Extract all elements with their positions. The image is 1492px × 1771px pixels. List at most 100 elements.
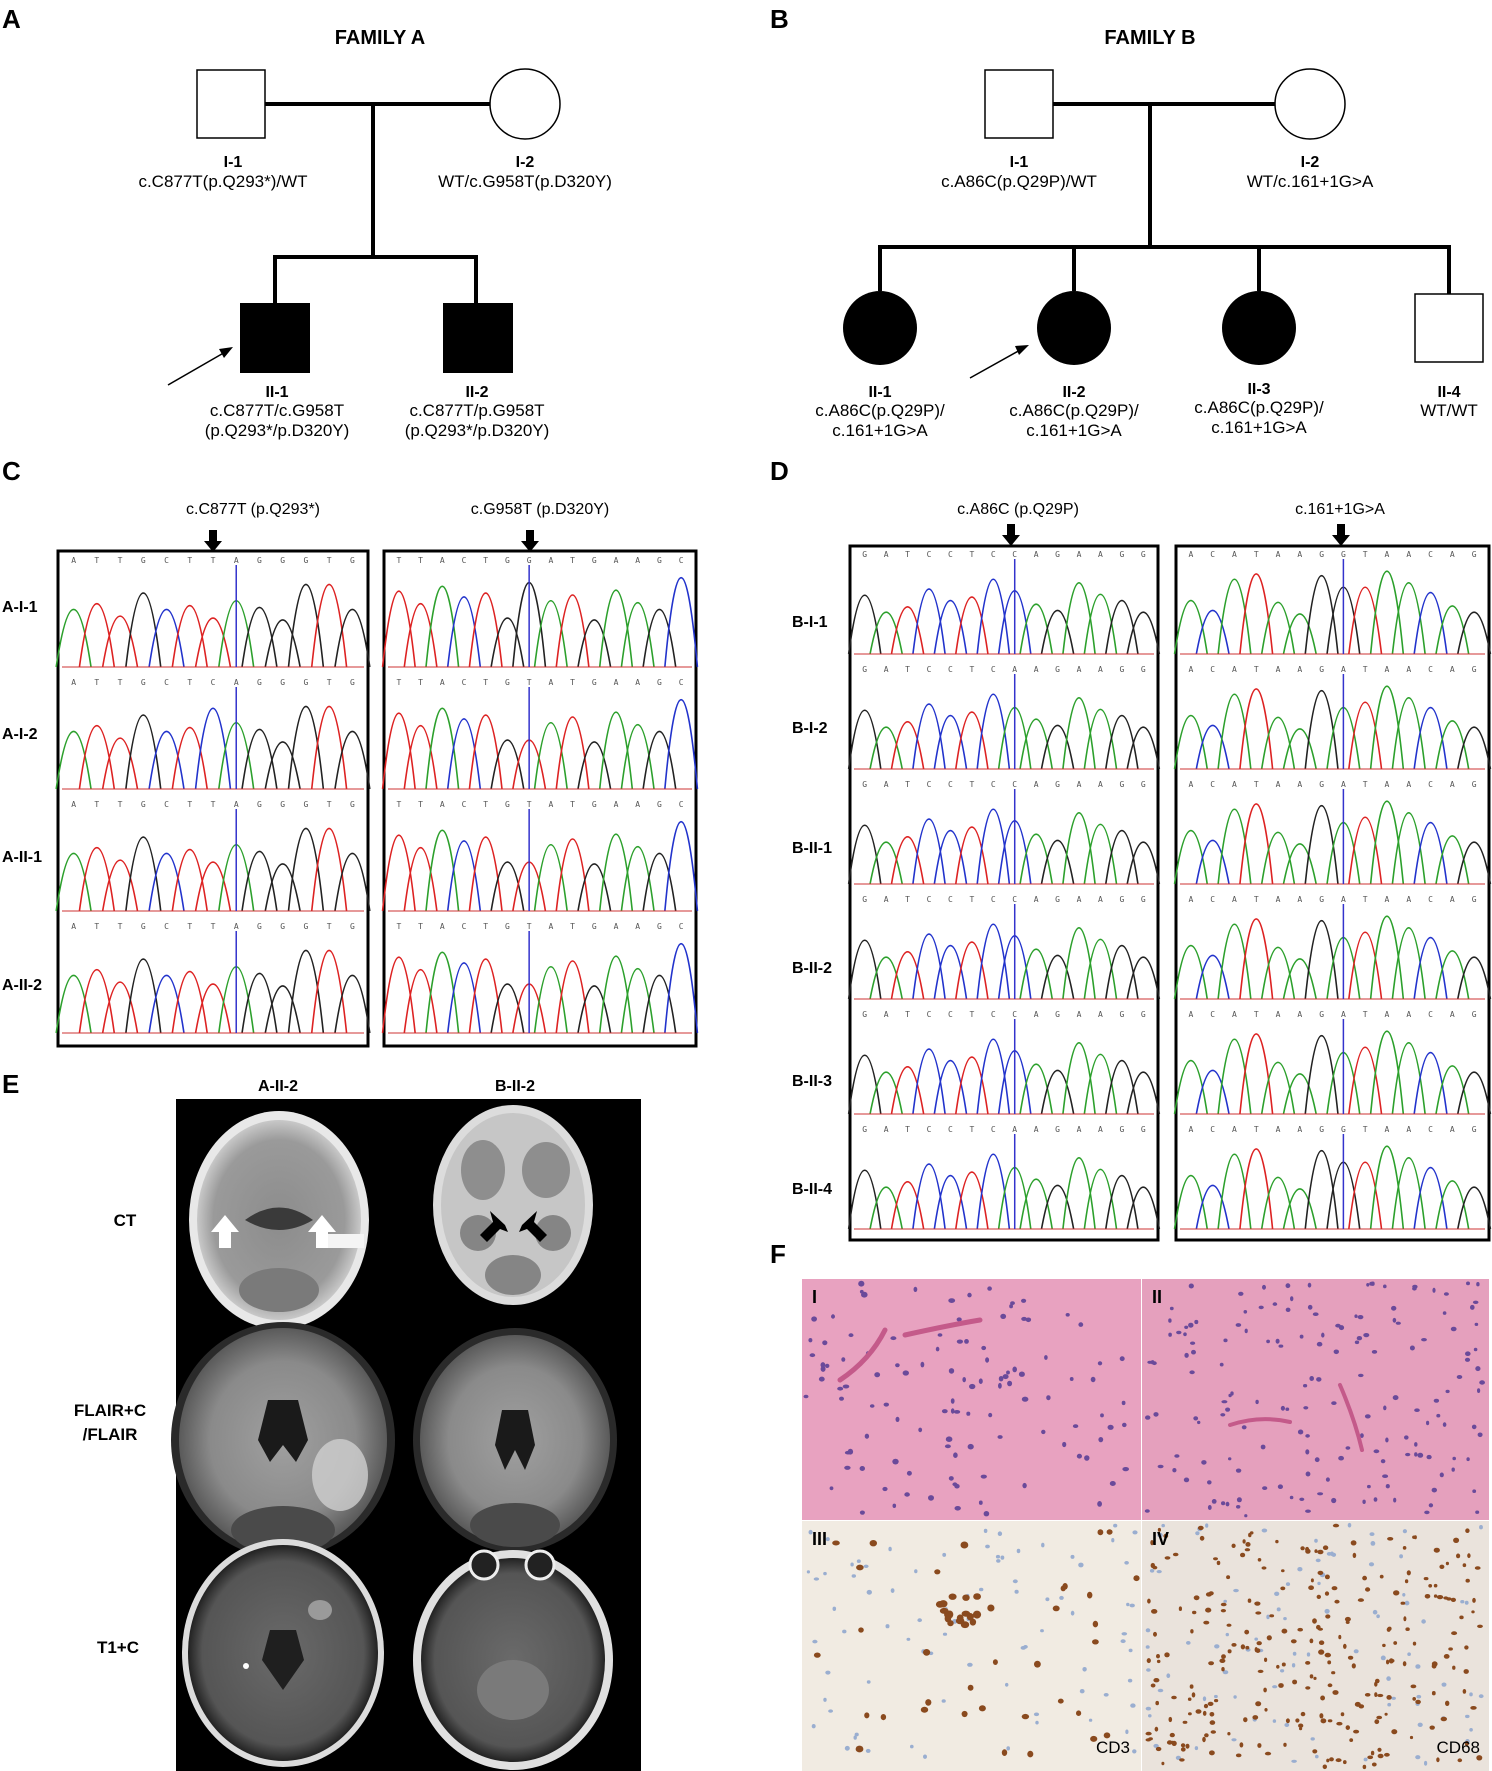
histology-cell — [980, 1474, 987, 1479]
trace-peak — [1062, 582, 1096, 655]
histology-cell — [1209, 1720, 1216, 1725]
histology-cell — [1436, 1757, 1440, 1763]
histology-cell — [1343, 1643, 1347, 1649]
histology-cell — [1374, 1719, 1380, 1725]
histology-cell — [1157, 1532, 1163, 1538]
trace-peak — [468, 714, 503, 790]
histology-cell — [1452, 1456, 1456, 1461]
trace-peak — [1062, 1042, 1096, 1115]
member-id-b-ii2: II-2 — [1062, 384, 1085, 401]
trace-peak — [148, 974, 185, 1034]
histology-cell — [1226, 1575, 1231, 1580]
histology-cell — [1327, 1683, 1333, 1688]
base-call: G — [1055, 1125, 1060, 1134]
histology-cell — [1377, 1753, 1384, 1759]
histology-cell — [1291, 1759, 1297, 1763]
histology-cell — [1312, 1618, 1317, 1624]
histology-cell — [967, 1292, 972, 1298]
base-call: G — [280, 678, 285, 687]
histology-cell — [1386, 1659, 1390, 1665]
trace-peak — [1195, 609, 1230, 655]
trace-peak — [148, 852, 185, 912]
trace-peak — [1083, 938, 1118, 1000]
histology-cell — [1166, 1673, 1171, 1678]
trace-peak — [664, 698, 699, 790]
base-call: A — [1077, 665, 1082, 674]
histology-cell — [842, 1629, 847, 1634]
trace-peak — [1195, 724, 1230, 770]
histology-cell — [1275, 1539, 1279, 1544]
base-call: G — [1141, 1125, 1146, 1134]
histology-cell — [1320, 1695, 1325, 1701]
base-call: C — [991, 665, 996, 674]
base-call: T — [483, 678, 488, 687]
histology-cell — [1330, 1551, 1334, 1557]
histology-cell — [1245, 1645, 1250, 1650]
base-call: C — [679, 922, 684, 931]
trace-peak — [847, 1169, 882, 1230]
histology-cell — [1255, 1648, 1261, 1653]
base-call: A — [1297, 780, 1302, 789]
histology-cell — [1315, 1558, 1321, 1563]
trace-peak — [1413, 821, 1448, 885]
sample-label-d-0: B-I-1 — [792, 614, 828, 631]
base-call: C — [948, 550, 953, 559]
histology-cell — [1343, 1760, 1347, 1765]
ct-arrow-right — [308, 1215, 336, 1248]
base-call: A — [614, 922, 619, 931]
family-b-title: FAMILY B — [1104, 27, 1195, 49]
base-call: T — [905, 780, 910, 789]
histology-cell — [1305, 1434, 1310, 1438]
histology-cell — [1421, 1338, 1427, 1342]
histology-cell — [1202, 1736, 1206, 1743]
histology-cell — [1244, 1548, 1251, 1552]
histology-cell — [1353, 1729, 1360, 1734]
trace-peak — [1195, 1184, 1230, 1230]
base-call: G — [350, 556, 355, 565]
histology-cell — [1459, 1615, 1464, 1620]
histology-cell — [948, 1476, 954, 1481]
base-call: A — [1276, 665, 1281, 674]
histology-cell — [985, 1357, 990, 1363]
trace-peak — [194, 617, 232, 668]
base-call: T — [118, 678, 123, 687]
histology-cell — [1097, 1501, 1102, 1507]
histology-cell — [1257, 1669, 1264, 1673]
trace-peak — [310, 583, 348, 668]
histology-cell — [1445, 1561, 1449, 1566]
base-call: T — [118, 800, 123, 809]
histology-cell — [1145, 1415, 1151, 1420]
histology-cell — [1035, 1720, 1039, 1725]
histology-cell — [811, 1724, 816, 1729]
histology-cell — [1382, 1643, 1386, 1648]
histology-cell — [1462, 1689, 1467, 1694]
proband-arrowhead-a — [219, 347, 233, 358]
trace-peak — [598, 589, 634, 668]
trace-peak — [446, 840, 482, 912]
trace-peak — [1391, 1042, 1426, 1115]
trace-peak — [620, 845, 655, 912]
histology-cell — [956, 1339, 964, 1344]
histology-cell — [1235, 1323, 1242, 1327]
histology-cell — [1216, 1560, 1221, 1566]
histology-cell — [1280, 1586, 1286, 1591]
histology-cell — [892, 1503, 897, 1509]
trace-peak — [1435, 835, 1470, 885]
histology-cell — [1280, 1405, 1285, 1411]
trace-peak — [1040, 954, 1075, 1000]
histology-cell — [913, 1286, 918, 1292]
base-call: C — [164, 556, 169, 565]
base-call: A — [1385, 550, 1390, 559]
histology-cell — [1144, 1509, 1150, 1513]
histology-cell — [1182, 1720, 1188, 1724]
histology-cell — [856, 1564, 864, 1571]
panel-letter-d: D — [770, 456, 789, 486]
base-call: G — [1141, 665, 1146, 674]
base-call: A — [1450, 895, 1455, 904]
base-call: C — [1012, 780, 1017, 789]
pedigree-b-i1-symbol — [984, 69, 1054, 139]
histology-cell — [811, 1316, 817, 1322]
